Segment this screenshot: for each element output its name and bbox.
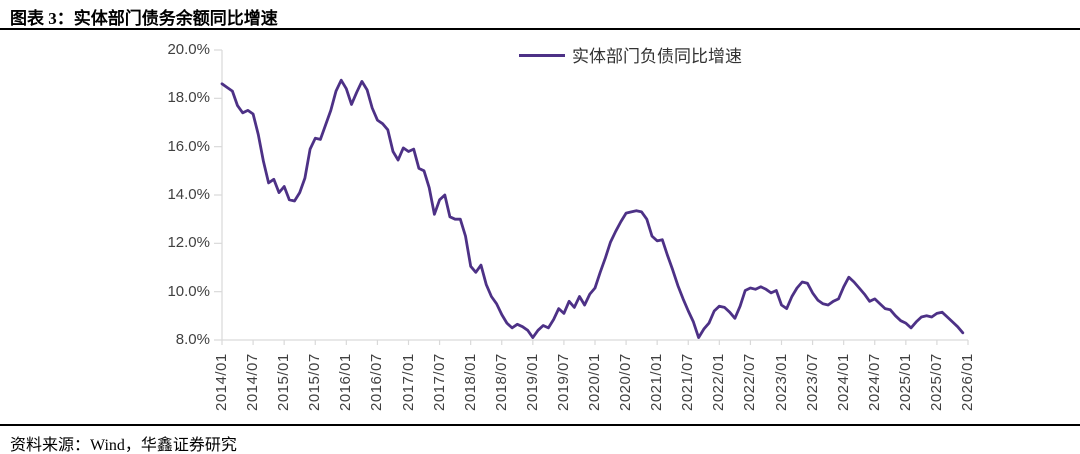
x-axis-label: 2019/01	[523, 353, 541, 411]
figure-title: 图表 3：实体部门债务余额同比增速	[10, 9, 278, 28]
x-axis-label: 2022/01	[710, 353, 728, 411]
x-axis-label: 2018/07	[492, 353, 510, 411]
x-axis-label: 2021/01	[648, 353, 666, 411]
source-note: 资料来源：Wind，华鑫证券研究	[10, 437, 237, 454]
y-axis-label: 10.0%	[167, 282, 210, 300]
x-axis-label: 2023/07	[803, 353, 821, 411]
x-axis-label: 2026/01	[959, 353, 976, 411]
x-axis-label: 2025/07	[927, 353, 945, 411]
legend-line-swatch	[519, 54, 565, 57]
y-axis-label: 14.0%	[167, 186, 210, 203]
x-axis-label: 2018/01	[461, 353, 479, 411]
x-axis-label: 2024/07	[865, 353, 883, 411]
title-divider	[0, 28, 1080, 30]
x-axis-label: 2014/01	[213, 353, 230, 411]
x-axis-label: 2020/01	[586, 353, 603, 411]
debt-growth-line	[220, 78, 965, 340]
x-axis-label: 2015/07	[306, 353, 324, 411]
y-axis-label: 20.0%	[167, 41, 210, 58]
x-axis-label: 2021/07	[679, 353, 697, 411]
x-axis-label: 2019/07	[554, 353, 572, 411]
x-axis-label: 2023/01	[772, 353, 790, 411]
chart-legend: 实体部门负债同比增速	[519, 42, 742, 67]
x-axis-label: 2015/01	[275, 353, 293, 411]
legend-label: 实体部门负债同比增速	[572, 47, 742, 66]
x-axis-label: 2014/07	[244, 353, 262, 411]
y-axis-label: 8.0%	[175, 331, 210, 348]
x-axis-label: 2017/07	[430, 353, 448, 411]
x-axis-label: 2025/01	[896, 353, 914, 411]
y-axis-label: 18.0%	[167, 89, 210, 107]
x-axis-label: 2024/01	[834, 353, 852, 411]
footer-divider	[0, 424, 1080, 426]
y-axis-label: 16.0%	[167, 137, 210, 155]
y-axis-label: 12.0%	[167, 234, 210, 252]
x-axis-label: 2020/07	[617, 353, 635, 411]
x-axis-label: 2017/01	[399, 353, 417, 411]
x-axis-label: 2016/07	[368, 353, 386, 411]
x-axis-label: 2016/01	[337, 353, 355, 411]
x-axis-label: 2022/07	[741, 353, 759, 411]
